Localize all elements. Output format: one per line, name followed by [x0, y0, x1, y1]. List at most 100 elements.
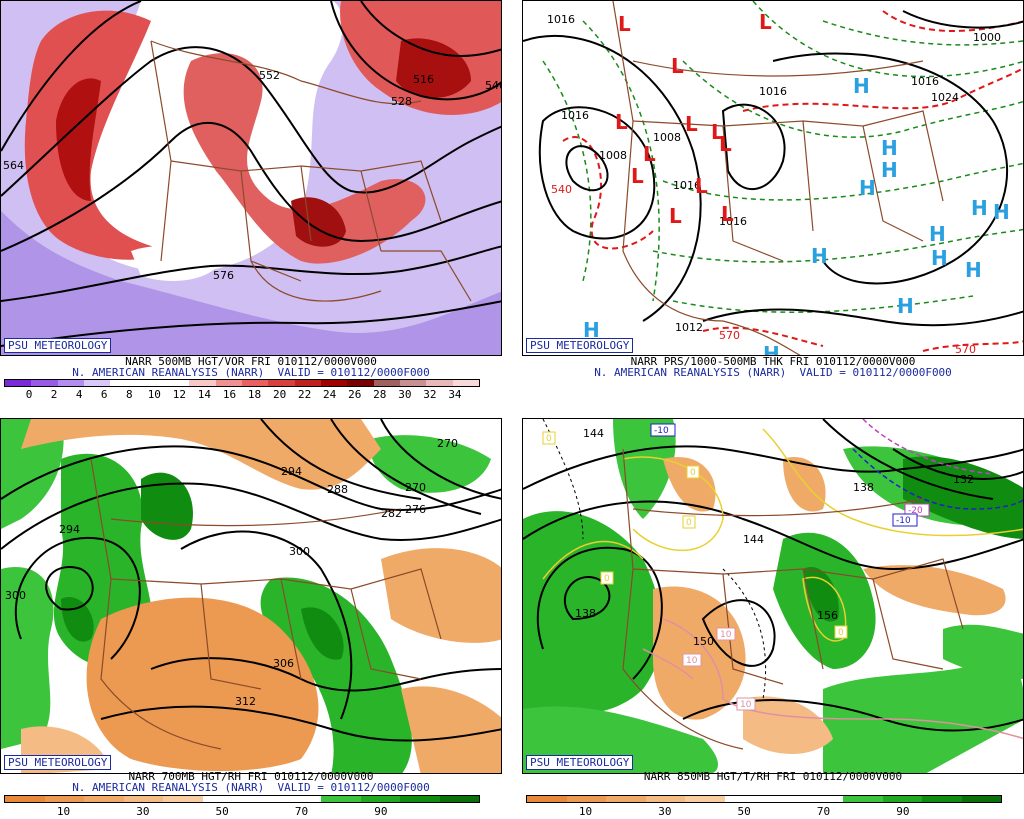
- colorbar-swatch: [44, 796, 84, 802]
- low-pressure-symbol: L: [671, 54, 684, 78]
- temperature-tag-box: [834, 625, 848, 639]
- colorbar-swatch: [882, 796, 922, 802]
- contour-label: 1016: [673, 179, 701, 192]
- rh-colorbar: [4, 795, 480, 803]
- colorbar-tick-label: 70: [816, 805, 831, 818]
- psu-brand-label: PSU METEOROLOGY: [4, 755, 112, 770]
- colorbar-tick-label: 12: [172, 388, 186, 401]
- colorbar-swatch: [57, 380, 84, 386]
- colorbar-swatch: [163, 796, 203, 802]
- temperature-tag: 0: [604, 574, 610, 584]
- contour-label: 540: [551, 183, 572, 196]
- low-pressure-symbol: L: [759, 10, 772, 34]
- contour-label: 1016: [561, 109, 589, 122]
- temperature-tag-box: [682, 653, 702, 667]
- colorbar-swatch: [527, 796, 567, 802]
- colorbar-tick-label: 30: [398, 388, 412, 401]
- colorbar-swatch: [961, 796, 1001, 802]
- map-caption: NARR PRS/1000-500MB THK FRI 010112/0000V…: [630, 355, 916, 368]
- contour-label: 300: [289, 545, 310, 558]
- colorbar-tick-label: 90: [374, 805, 388, 818]
- colorbar-swatch: [426, 380, 453, 386]
- contour-label: 144: [743, 533, 764, 546]
- high-pressure-symbol: H: [929, 222, 946, 246]
- colorbar-swatch: [320, 380, 348, 386]
- high-pressure-symbol: H: [965, 258, 982, 282]
- colorbar-swatch: [162, 380, 190, 386]
- contour-label: 1016: [911, 75, 939, 88]
- low-pressure-symbol: L: [643, 142, 656, 166]
- colorbar-swatch: [136, 380, 163, 386]
- contour-label: 294: [281, 465, 302, 478]
- colorbar-tick-label: 20: [272, 388, 287, 401]
- low-pressure-symbol: L: [631, 164, 644, 188]
- colorbar-swatch: [321, 796, 361, 802]
- psu-brand-label: PSU METEOROLOGY: [526, 338, 634, 353]
- temperature-tag-box: [716, 627, 736, 641]
- colorbar-tick-label: 34: [448, 388, 462, 401]
- colorbar-swatch: [803, 796, 843, 802]
- contour-label: 270: [405, 481, 426, 494]
- contour-label: 306: [273, 657, 294, 670]
- colorbar-tick-label: 50: [737, 805, 751, 818]
- contour-label: 564: [3, 159, 24, 172]
- contour-label: 138: [853, 481, 874, 494]
- colorbar-swatch: [645, 796, 685, 802]
- colorbar-tick-label: 0: [25, 388, 33, 401]
- temperature-tag-box: [650, 423, 676, 437]
- temperature-tag: 0: [690, 468, 696, 478]
- colorbar-swatch: [202, 796, 242, 802]
- colorbar-tick-label: 26: [348, 388, 362, 401]
- temperature-tag: 10: [686, 656, 698, 666]
- map-caption: NARR 500MB HGT/VOR FRI 010112/0000V000: [125, 355, 377, 368]
- psu-brand-label: PSU METEOROLOGY: [4, 338, 112, 353]
- panel-500mb-vorticity: 552 516 528 540 564 576 PSU METEOROLOGY …: [0, 0, 502, 402]
- colorbar-swatch: [373, 380, 400, 386]
- contour-label: 1016: [759, 85, 787, 98]
- map-caption: NARR 850MB HGT/T/RH FRI 010112/0000V000: [643, 770, 903, 783]
- temperature-tag: 10: [740, 700, 752, 710]
- panel-700mb-rh: 270 294 288 276 282 270 294 300 300 306 …: [0, 418, 502, 819]
- colorbar-swatch: [268, 380, 295, 386]
- temperature-tag-box: [736, 697, 756, 711]
- colorbar-tick-label: 10: [578, 805, 593, 818]
- contour-label: 132: [953, 473, 974, 486]
- temperature-tag: 0: [686, 518, 692, 528]
- temperature-tag-box: [892, 513, 918, 527]
- contour-label: 576: [213, 269, 234, 282]
- colorbar-swatch: [83, 380, 111, 386]
- colorbar-swatch: [5, 796, 45, 802]
- colorbar-swatch: [5, 380, 32, 386]
- high-pressure-symbol: H: [897, 294, 914, 318]
- rh-colorbar: [526, 795, 1002, 803]
- low-pressure-symbol: L: [721, 202, 734, 226]
- vorticity-colorbar: [4, 379, 480, 387]
- map-caption: NARR 700MB HGT/RH FRI 010112/0000V000: [128, 770, 374, 783]
- contour-label: 150: [693, 635, 714, 648]
- temperature-tag: -20: [908, 506, 923, 516]
- contour-label: 282: [381, 507, 402, 520]
- map-subcaption: N. AMERICAN REANALYSIS (NARR) VALID = 01…: [72, 366, 430, 379]
- colorbar-swatch: [242, 796, 282, 802]
- map-500mb-vorticity: 552 516 528 540 564 576: [0, 0, 502, 356]
- colorbar-swatch: [452, 380, 479, 386]
- colorbar-swatch: [400, 796, 440, 802]
- contour-label: 540: [485, 79, 502, 92]
- contour-label: 1008: [653, 131, 681, 144]
- contour-label: 276: [405, 503, 426, 516]
- colorbar-swatch: [724, 796, 764, 802]
- colorbar-tick-label: 2: [50, 388, 58, 401]
- low-pressure-symbol: L: [719, 132, 732, 156]
- colorbar-swatch: [84, 796, 124, 802]
- colorbar-swatch: [360, 796, 400, 802]
- colorbar-swatch: [399, 380, 427, 386]
- colorbar-tick-label: 22: [298, 388, 312, 401]
- colorbar-tick-label: 14: [197, 388, 212, 401]
- colorbar-ticks: 10 30 50 70 90: [526, 806, 1002, 818]
- colorbar-swatch: [110, 380, 137, 386]
- low-pressure-symbol: L: [711, 120, 724, 144]
- contour-label: 528: [391, 95, 412, 108]
- high-pressure-symbol: H: [763, 342, 780, 356]
- low-pressure-symbol: L: [695, 174, 708, 198]
- colorbar-tick-label: 30: [136, 805, 150, 818]
